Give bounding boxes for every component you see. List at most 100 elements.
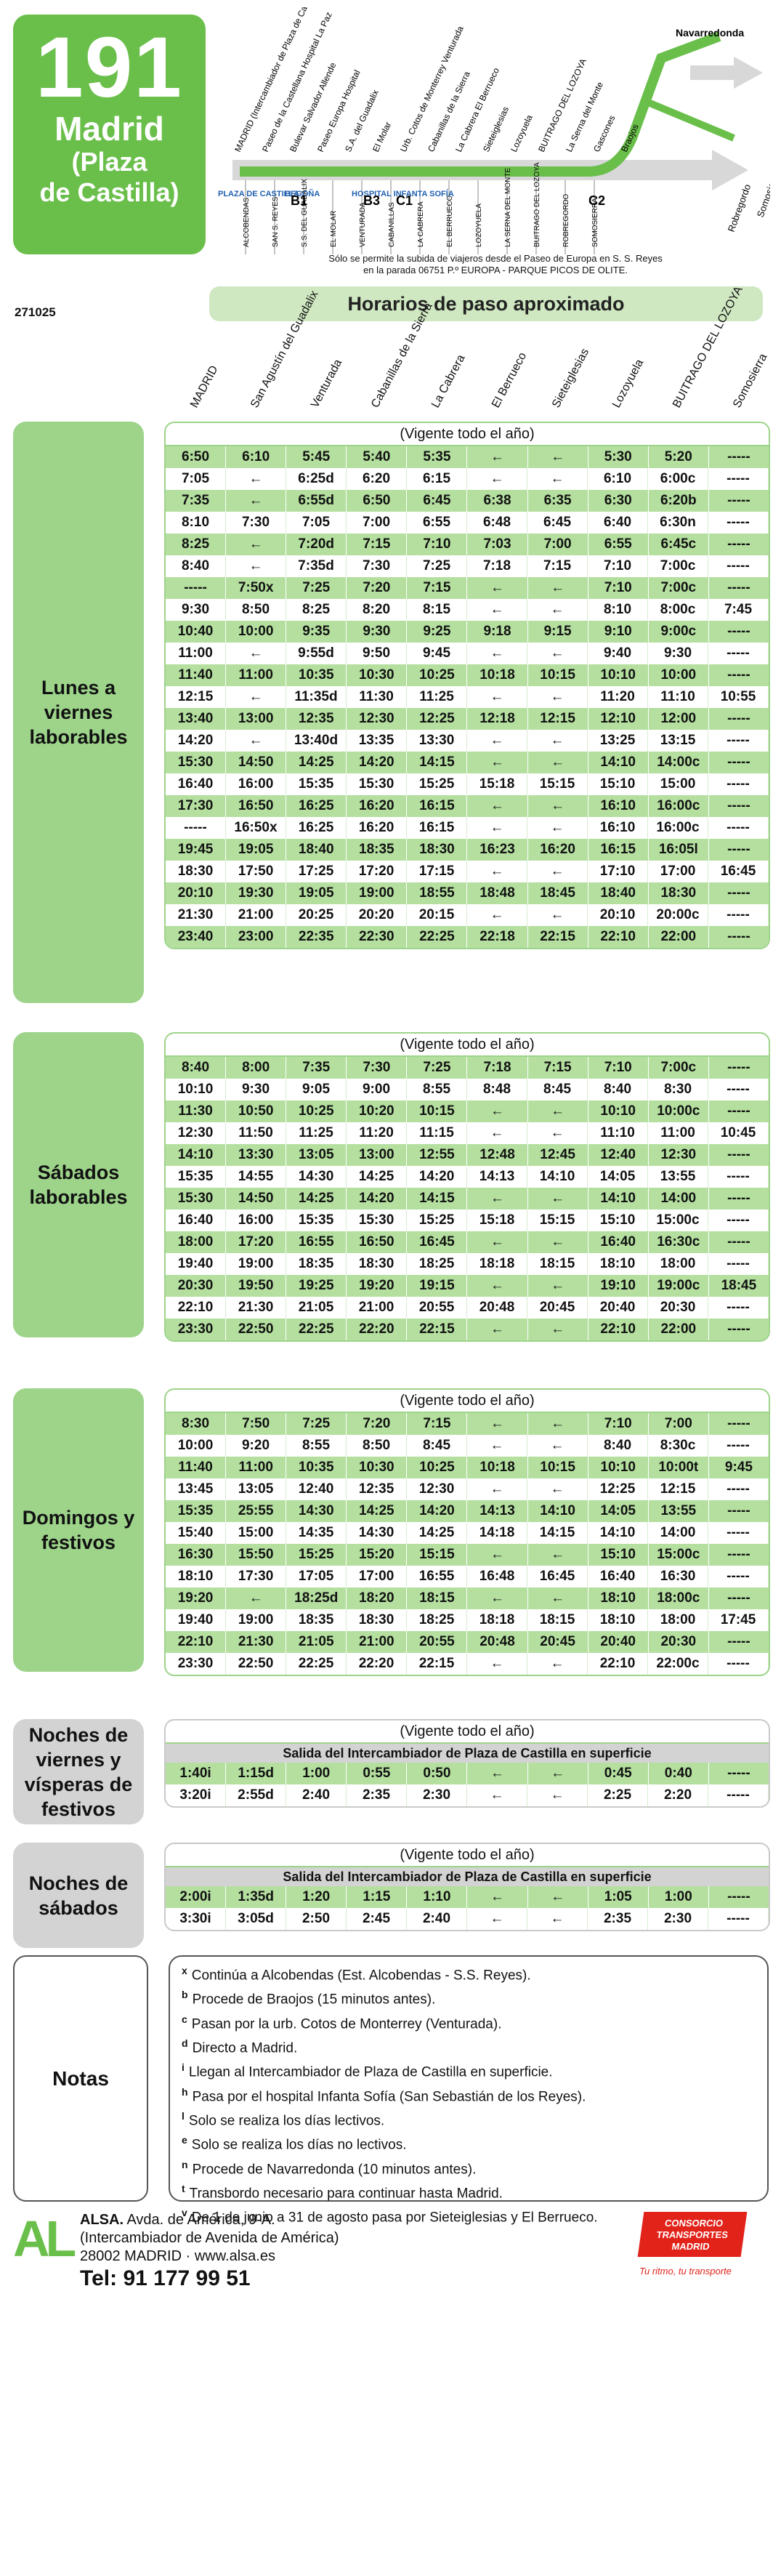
time-cell: 20:20 xyxy=(347,904,407,926)
time-cell: 18:10 xyxy=(588,1609,648,1631)
time-cell: 18:10 xyxy=(588,1587,649,1609)
time-cell: 1:00 xyxy=(649,1886,709,1908)
time-cell: 6:30 xyxy=(588,490,649,512)
time-cell: 16:20 xyxy=(347,795,408,817)
time-cell: 16:55 xyxy=(286,1231,347,1253)
map-stop-bottom-label: BUITRAGO DEL LOZOYA xyxy=(533,162,541,247)
note-text: Pasa por el hospital Infanta Sofía (San … xyxy=(192,2088,586,2104)
time-cell: 12:00 xyxy=(649,708,709,730)
time-cell: 11:30 xyxy=(347,686,407,708)
time-cell: ← xyxy=(226,643,286,664)
time-cell: ----- xyxy=(727,1060,750,1075)
time-cell: ----- xyxy=(727,1503,750,1518)
time-cell: 13:00 xyxy=(226,708,287,730)
time-cell: 0:55 xyxy=(347,1763,408,1784)
time-cell: 13:45 xyxy=(166,1478,226,1500)
time-cell: 2:55d xyxy=(226,1784,286,1806)
time-cell: 7:10 xyxy=(588,555,648,577)
time-cell: 13:00 xyxy=(347,1144,408,1166)
time-cell: 1:40i xyxy=(166,1763,227,1784)
time-cell: 18:20 xyxy=(347,1587,408,1609)
time-cell: 8:40 xyxy=(588,1435,648,1457)
time-cell: ← xyxy=(467,1478,527,1500)
time-cell: 7:25 xyxy=(286,577,347,599)
time-cell: 16:15 xyxy=(407,817,467,839)
note-key: t xyxy=(182,2182,185,2194)
time-cell: 5:35 xyxy=(407,446,468,468)
column-headers: MADRID San Agustín del Guadalix Venturada C… xyxy=(167,284,770,417)
time-cell: ----- xyxy=(708,468,769,490)
time-cell: 0:50 xyxy=(407,1763,468,1784)
time-cell: 10:00c xyxy=(649,1100,709,1122)
time-cell: 20:10 xyxy=(166,882,227,904)
note-text: De 1 de junio a 31 de agosto pasa por Si… xyxy=(191,2210,598,2226)
time-cell: ----- xyxy=(708,1297,769,1319)
time-cell: 16:20 xyxy=(528,839,588,861)
time-cell: 7:00 xyxy=(528,534,588,555)
time-cell: ----- xyxy=(727,1191,750,1206)
table-row: 18:00 17:20 16:55 16:50 16:45 ← ← 16:40 16:30c --… xyxy=(166,1231,769,1253)
time-cell: ← xyxy=(527,1908,588,1930)
time-cell: ----- xyxy=(708,643,769,664)
time-cell: ← xyxy=(527,1784,588,1806)
time-cell: 14:18 xyxy=(467,1522,527,1544)
time-cell: ← xyxy=(527,643,588,664)
time-cell: 18:10 xyxy=(588,1253,648,1275)
time-cell: 21:00 xyxy=(226,904,286,926)
time-cell: 20:10 xyxy=(588,904,648,926)
time-cell: ← xyxy=(226,686,286,708)
time-cell: 22:00c xyxy=(648,1653,708,1675)
time-cell: ----- xyxy=(708,1209,769,1231)
time-cell: 21:30 xyxy=(226,1631,287,1653)
time-cell: 11:00 xyxy=(648,1122,708,1144)
note-item: t Transbordo necesario para continuar has… xyxy=(170,2179,767,2203)
time-cell: 19:30 xyxy=(226,882,287,904)
time-cell: 2:00i xyxy=(166,1886,227,1908)
note-text: Pasan por la urb. Cotos de Monterrey (Ve… xyxy=(191,2016,502,2032)
schedule-table: (Vigente todo el año) 6:50 6:10 5:45 5:40 5:3… xyxy=(164,422,770,949)
time-cell: 7:03 xyxy=(467,534,528,555)
time-cell: 20:25 xyxy=(286,904,347,926)
table-row: 8:30 7:50 7:25 7:20 7:15 ← ← 7:10 7:00 ----- xyxy=(166,1413,769,1435)
time-cell: 16:10 xyxy=(588,795,649,817)
time-cell: 15:35 xyxy=(286,1209,347,1231)
time-cell: ----- xyxy=(727,667,750,683)
time-cell: ----- xyxy=(727,1889,750,1904)
time-cell: 5:20 xyxy=(649,446,709,468)
time-cell: 13:55 xyxy=(649,1500,709,1522)
time-cell: ← xyxy=(527,686,588,708)
map-stop-label: BUITRAGO DEL LOZOYA xyxy=(536,57,588,153)
consorcio-logo: CONSORCIO TRANSPORTES MADRID xyxy=(637,2212,748,2257)
table-row: 20:30 19:50 19:25 19:20 19:15 ← ← 19:10 19:00c 18… xyxy=(166,1275,769,1297)
time-cell: 16:10 xyxy=(588,817,648,839)
time-cell: ← xyxy=(467,904,527,926)
time-cell: ← xyxy=(467,1435,527,1457)
map-stop-bottom-label: EL MOLAR xyxy=(330,211,338,247)
table-row: 19:40 19:00 18:35 18:30 18:25 18:18 18:15 18:10… xyxy=(166,1253,769,1275)
time-cell: 7:20d xyxy=(286,534,347,555)
time-cell: 7:50x xyxy=(226,577,287,599)
time-cell: 6:30n xyxy=(648,512,708,534)
table-row: 22:10 21:30 21:05 21:00 20:55 20:48 20:45 20:40… xyxy=(166,1631,769,1653)
time-cell: 9:15 xyxy=(528,621,588,643)
time-cell: 10:00 xyxy=(649,664,709,686)
table-row: 11:30 10:50 10:25 10:20 10:15 ← ← 10:10 10:00c --… xyxy=(166,1100,769,1122)
time-cell: 10:10 xyxy=(588,1100,649,1122)
time-cell: 14:20 xyxy=(347,752,408,773)
time-cell: 18:10 xyxy=(166,1566,226,1587)
time-cell: 20:30 xyxy=(166,1275,227,1297)
time-cell: 15:25 xyxy=(407,1209,467,1231)
time-cell: 14:00 xyxy=(649,1188,709,1209)
time-cell: ← xyxy=(467,730,527,752)
time-cell: 15:18 xyxy=(467,1209,527,1231)
time-cell: 13:35 xyxy=(347,730,407,752)
time-cell: ----- xyxy=(727,929,750,944)
time-cell: 7:10 xyxy=(588,1413,649,1435)
time-cell: 7:30 xyxy=(347,1057,408,1079)
map-stop-bottom-label: CABANILLAS xyxy=(388,202,396,247)
time-cell: ← xyxy=(467,1886,528,1908)
time-cell: 7:50 xyxy=(226,1413,287,1435)
timetable-title: Horarios de paso aproximado xyxy=(209,286,763,321)
time-cell: 19:10 xyxy=(588,1275,649,1297)
table-row: 19:20 ← 18:25d 18:20 18:15 ← ← 18:10 18:00c ----- xyxy=(166,1587,769,1609)
